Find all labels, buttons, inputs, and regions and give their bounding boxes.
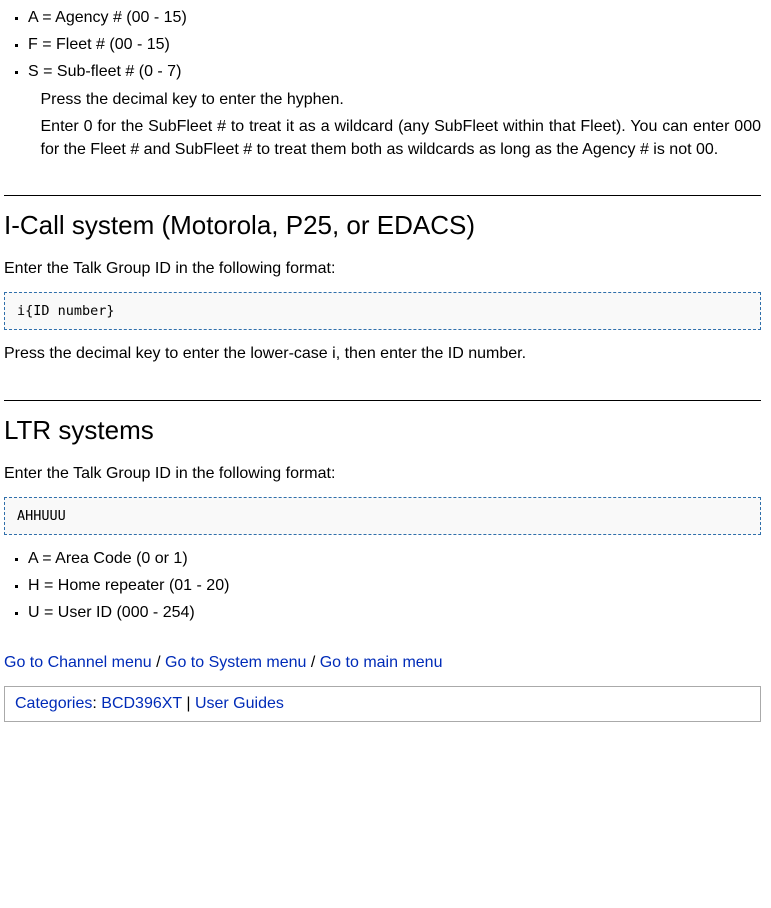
icall-code-block: i{ID number} (4, 292, 761, 330)
category-link-user-guides[interactable]: User Guides (195, 695, 284, 712)
icall-intro: Enter the Talk Group ID in the following… (4, 257, 761, 280)
icall-heading: I-Call system (Motorola, P25, or EDACS) (4, 210, 761, 241)
section-divider (4, 195, 761, 196)
nav-link-channel-menu[interactable]: Go to Channel menu (4, 654, 152, 671)
afs-list: A = Agency # (00 - 15) F = Fleet # (00 -… (28, 6, 761, 84)
afs-list-item: S = Sub-fleet # (0 - 7) (28, 60, 761, 83)
nav-link-system-menu[interactable]: Go to System menu (165, 654, 306, 671)
nav-line: Go to Channel menu / Go to System menu /… (4, 654, 761, 672)
ltr-list: A = Area Code (0 or 1) H = Home repeater… (28, 547, 761, 625)
ltr-list-item: A = Area Code (0 or 1) (28, 547, 761, 570)
icall-after: Press the decimal key to enter the lower… (4, 342, 761, 365)
afs-list-item: F = Fleet # (00 - 15) (28, 33, 761, 56)
nav-sep: / (152, 654, 165, 671)
categories-sep: | (182, 695, 195, 712)
categories-box: Categories: BCD396XT | User Guides (4, 686, 761, 722)
categories-colon: : (92, 695, 101, 712)
section-divider (4, 400, 761, 401)
categories-label-link[interactable]: Categories (15, 695, 92, 712)
nav-link-main-menu[interactable]: Go to main menu (320, 654, 443, 671)
nav-sep: / (306, 654, 319, 671)
afs-note-wildcard: Enter 0 for the SubFleet # to treat it a… (41, 115, 762, 161)
ltr-intro: Enter the Talk Group ID in the following… (4, 462, 761, 485)
ltr-heading: LTR systems (4, 415, 761, 446)
afs-note-hyphen: Press the decimal key to enter the hyphe… (41, 88, 762, 111)
ltr-list-item: U = User ID (000 - 254) (28, 601, 761, 624)
page-root: A = Agency # (00 - 15) F = Fleet # (00 -… (0, 0, 771, 732)
afs-list-item: A = Agency # (00 - 15) (28, 6, 761, 29)
category-link-bcd396xt[interactable]: BCD396XT (101, 695, 182, 712)
ltr-code-block: AHHUUU (4, 497, 761, 535)
ltr-list-item: H = Home repeater (01 - 20) (28, 574, 761, 597)
